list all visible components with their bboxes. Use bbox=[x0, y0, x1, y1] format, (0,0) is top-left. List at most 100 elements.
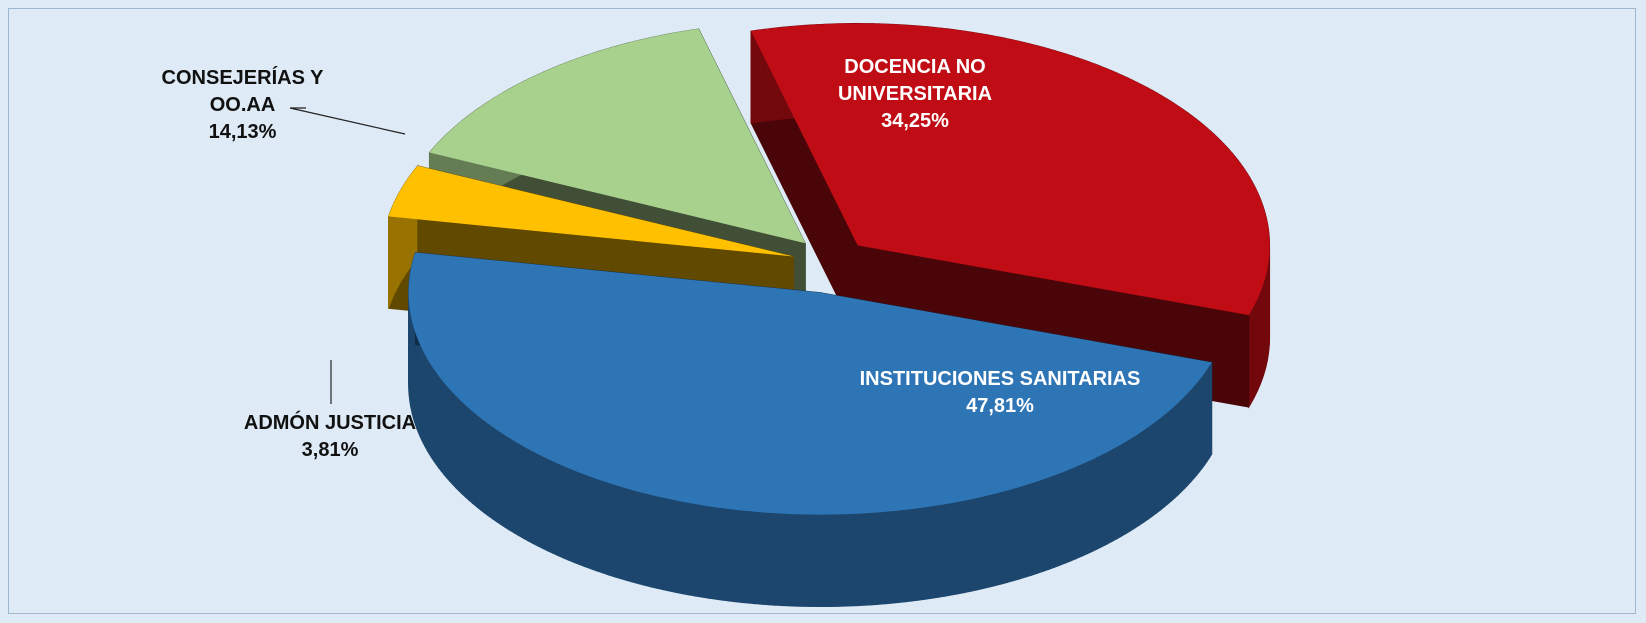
slice-side bbox=[1111, 446, 1118, 543]
slice-side bbox=[1102, 451, 1108, 548]
slice-side bbox=[748, 510, 756, 605]
slice-side bbox=[1147, 423, 1153, 520]
slice-side bbox=[1054, 472, 1061, 568]
slice-side bbox=[504, 434, 510, 531]
slice-side bbox=[976, 496, 984, 591]
slice-side bbox=[708, 505, 716, 600]
slice-side bbox=[768, 512, 776, 606]
slice-side bbox=[1181, 395, 1186, 493]
category-label: INSTITUCIONES SANITARIAS bbox=[859, 368, 1141, 390]
chart-frame bbox=[8, 8, 1636, 614]
slice-side bbox=[527, 448, 534, 545]
slice-side bbox=[750, 29, 759, 124]
slice-side bbox=[1167, 408, 1172, 505]
slice-side bbox=[1126, 437, 1132, 535]
slice-side bbox=[568, 467, 575, 564]
slice-side bbox=[1116, 443, 1123, 540]
slice-side bbox=[924, 505, 932, 600]
slice-side bbox=[1086, 458, 1093, 555]
slice-side bbox=[1048, 474, 1056, 570]
slice-side bbox=[1007, 488, 1015, 583]
slice-side bbox=[607, 482, 615, 578]
slice-side bbox=[1190, 385, 1195, 483]
slice-side bbox=[1097, 453, 1103, 550]
slice-side bbox=[468, 407, 474, 505]
category-label: DOCENCIA NO UNIVERSITARIA bbox=[837, 56, 993, 105]
slice-side bbox=[465, 404, 470, 502]
slice-side bbox=[982, 494, 990, 590]
slice-side bbox=[963, 498, 971, 594]
slice-side bbox=[483, 419, 489, 517]
slice-side bbox=[1121, 440, 1127, 537]
slice-side bbox=[500, 431, 506, 528]
slice-label: DOCENCIA NO UNIVERSITARIA 34,25% bbox=[800, 54, 1030, 135]
slice-side bbox=[552, 460, 559, 557]
leader-line bbox=[289, 107, 406, 135]
slice-side bbox=[522, 445, 529, 542]
slice-side bbox=[775, 512, 783, 607]
slice-side bbox=[695, 503, 703, 598]
slice-top bbox=[429, 28, 806, 244]
slice-side bbox=[1134, 432, 1141, 529]
slice-side bbox=[1193, 381, 1198, 480]
slice-side bbox=[475, 413, 481, 511]
slice-side bbox=[802, 513, 811, 607]
slice-side bbox=[1196, 378, 1201, 477]
slice-side bbox=[843, 513, 852, 607]
slice-side bbox=[822, 514, 831, 608]
slice-side bbox=[788, 513, 797, 607]
slice-side bbox=[836, 513, 845, 607]
slice-side bbox=[1013, 486, 1021, 582]
slice-side bbox=[930, 504, 939, 599]
slice-side bbox=[542, 455, 549, 552]
slice-side bbox=[1070, 465, 1077, 562]
slice-side bbox=[688, 502, 696, 597]
slice-side bbox=[675, 500, 683, 595]
slice-side bbox=[850, 513, 858, 607]
slice-side bbox=[518, 442, 524, 539]
slice-side bbox=[669, 498, 677, 593]
slice-side bbox=[1171, 404, 1176, 502]
slice-top bbox=[408, 252, 1212, 515]
slice-side bbox=[1184, 391, 1189, 490]
slice-side bbox=[513, 440, 519, 537]
slice-side bbox=[1065, 468, 1072, 564]
slice-side bbox=[988, 493, 996, 588]
slice-side bbox=[487, 422, 493, 520]
slice-side bbox=[637, 491, 645, 586]
slice-side bbox=[917, 506, 926, 601]
slice-side bbox=[897, 509, 906, 604]
category-label: ADMÓN JUSTICIA bbox=[243, 412, 417, 434]
slice-side bbox=[537, 453, 544, 550]
slice-side bbox=[1091, 456, 1098, 553]
slice-side bbox=[662, 497, 671, 592]
value-label: 14,13% bbox=[208, 121, 277, 143]
slice-side bbox=[1001, 489, 1009, 585]
slice-side bbox=[1163, 411, 1169, 509]
slice-side bbox=[579, 472, 586, 568]
slice-side bbox=[1107, 448, 1113, 545]
slice-top bbox=[388, 165, 794, 257]
pie bbox=[388, 23, 1271, 608]
slice-side bbox=[1042, 476, 1050, 572]
slice-side bbox=[656, 495, 664, 591]
slice-side bbox=[491, 425, 497, 523]
slice-side bbox=[937, 503, 945, 598]
slice-side bbox=[734, 509, 743, 603]
slice-side bbox=[877, 511, 885, 605]
slice-side bbox=[809, 514, 817, 608]
slice-side bbox=[994, 491, 1002, 587]
slice-side bbox=[754, 511, 763, 605]
slice-side bbox=[1155, 417, 1161, 515]
slice-side bbox=[714, 506, 723, 601]
slice-side bbox=[1143, 426, 1149, 523]
slice-side bbox=[495, 428, 501, 526]
slice-side bbox=[795, 513, 804, 607]
slice-side bbox=[1019, 484, 1027, 580]
slice-side bbox=[557, 463, 564, 559]
slice-side bbox=[573, 470, 581, 566]
value-label: 3,81% bbox=[301, 439, 359, 461]
slice-top bbox=[750, 23, 1270, 316]
